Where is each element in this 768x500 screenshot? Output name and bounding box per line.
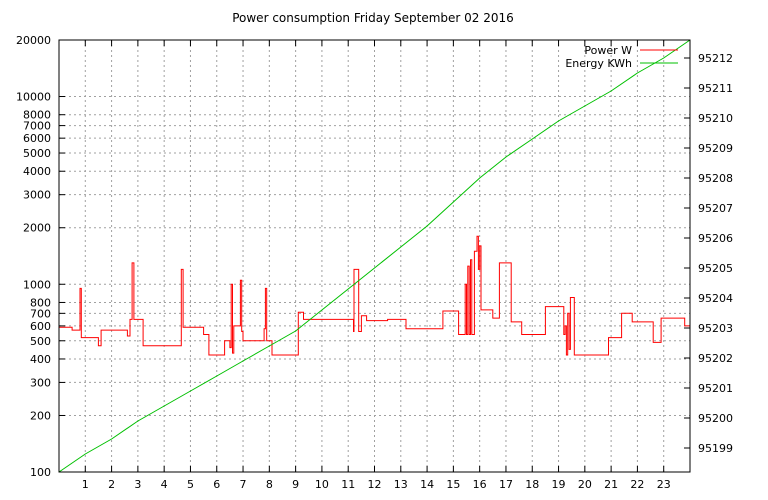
y-tick-label: 6000: [23, 132, 51, 145]
y-tick-label: 800: [30, 296, 51, 309]
x-tick-label: 4: [161, 478, 168, 491]
y2-tick-label: 95202: [698, 352, 733, 365]
y-tick-label: 200: [30, 409, 51, 422]
y2-tick-label: 95201: [698, 382, 733, 395]
x-axis-ticks: 1 2 3 4 5 6 7 8 9 10 11 12 13 14 15 16 17 18 19 20 21 22 23: [82, 40, 671, 491]
x-tick-label: 12: [368, 478, 382, 491]
x-tick-label: 18: [525, 478, 539, 491]
y2-tick-label: 95203: [698, 322, 733, 335]
y-tick-label: 2000: [23, 222, 51, 235]
y2-tick-label: 95205: [698, 262, 733, 275]
y-tick-label: 3000: [23, 189, 51, 202]
y2-tick-label: 95209: [698, 142, 733, 155]
y-tick-label: 1000: [23, 278, 51, 291]
power-series-line: [59, 235, 691, 356]
x-tick-label: 6: [213, 478, 220, 491]
x-tick-label: 15: [446, 478, 460, 491]
x-tick-label: 3: [134, 478, 141, 491]
y-tick-label: 5000: [23, 147, 51, 160]
x-tick-label: 5: [187, 478, 194, 491]
legend-label-energy: Energy KWh: [565, 57, 632, 70]
x-tick-label: 14: [420, 478, 434, 491]
plot-series: [58, 39, 691, 473]
energy-series-line: [58, 39, 691, 473]
y2-tick-label: 95207: [698, 202, 733, 215]
x-tick-label: 17: [499, 478, 513, 491]
legend-label-power: Power W: [584, 44, 632, 57]
y-tick-label: 600: [30, 320, 51, 333]
y2-tick-label: 95210: [698, 112, 733, 125]
legend: Power W Energy KWh: [565, 44, 678, 70]
y2-tick-label: 95204: [698, 292, 733, 305]
y-tick-label: 4000: [23, 165, 51, 178]
y2-tick-label: 95206: [698, 232, 733, 245]
y2-tick-label: 95199: [698, 442, 733, 455]
y-tick-label: 10000: [16, 91, 51, 104]
x-tick-label: 21: [604, 478, 618, 491]
x-tick-label: 23: [657, 478, 671, 491]
y-tick-label: 7000: [23, 120, 51, 133]
x-tick-label: 10: [315, 478, 329, 491]
y-tick-label: 700: [30, 307, 51, 320]
x-tick-label: 7: [240, 478, 247, 491]
y-tick-label: 500: [30, 335, 51, 348]
y-tick-label: 20000: [16, 34, 51, 47]
x-tick-label: 22: [630, 478, 644, 491]
plot-frame: [58, 39, 691, 473]
x-tick-label: 1: [82, 478, 89, 491]
x-tick-label: 19: [552, 478, 566, 491]
y-tick-label: 100: [30, 466, 51, 479]
grid-lines: [59, 40, 690, 472]
y-tick-label: 300: [30, 376, 51, 389]
x-tick-label: 2: [108, 478, 115, 491]
x-tick-label: 9: [292, 478, 299, 491]
x-tick-label: 11: [341, 478, 355, 491]
x-tick-label: 16: [473, 478, 487, 491]
y2-tick-label: 95200: [698, 412, 733, 425]
y2-tick-label: 95211: [698, 82, 733, 95]
y2-axis-ticks: 95199 95200 95201 95202 95203 95204 95205 95206…: [684, 52, 733, 455]
y2-tick-label: 95212: [698, 52, 733, 65]
x-tick-label: 8: [266, 478, 273, 491]
x-tick-label: 13: [394, 478, 408, 491]
y-tick-label: 400: [30, 353, 51, 366]
chart-title: Power consumption Friday September 02 20…: [232, 11, 514, 25]
y2-tick-label: 95208: [698, 172, 733, 185]
x-tick-label: 20: [578, 478, 592, 491]
y-tick-label: 8000: [23, 109, 51, 122]
